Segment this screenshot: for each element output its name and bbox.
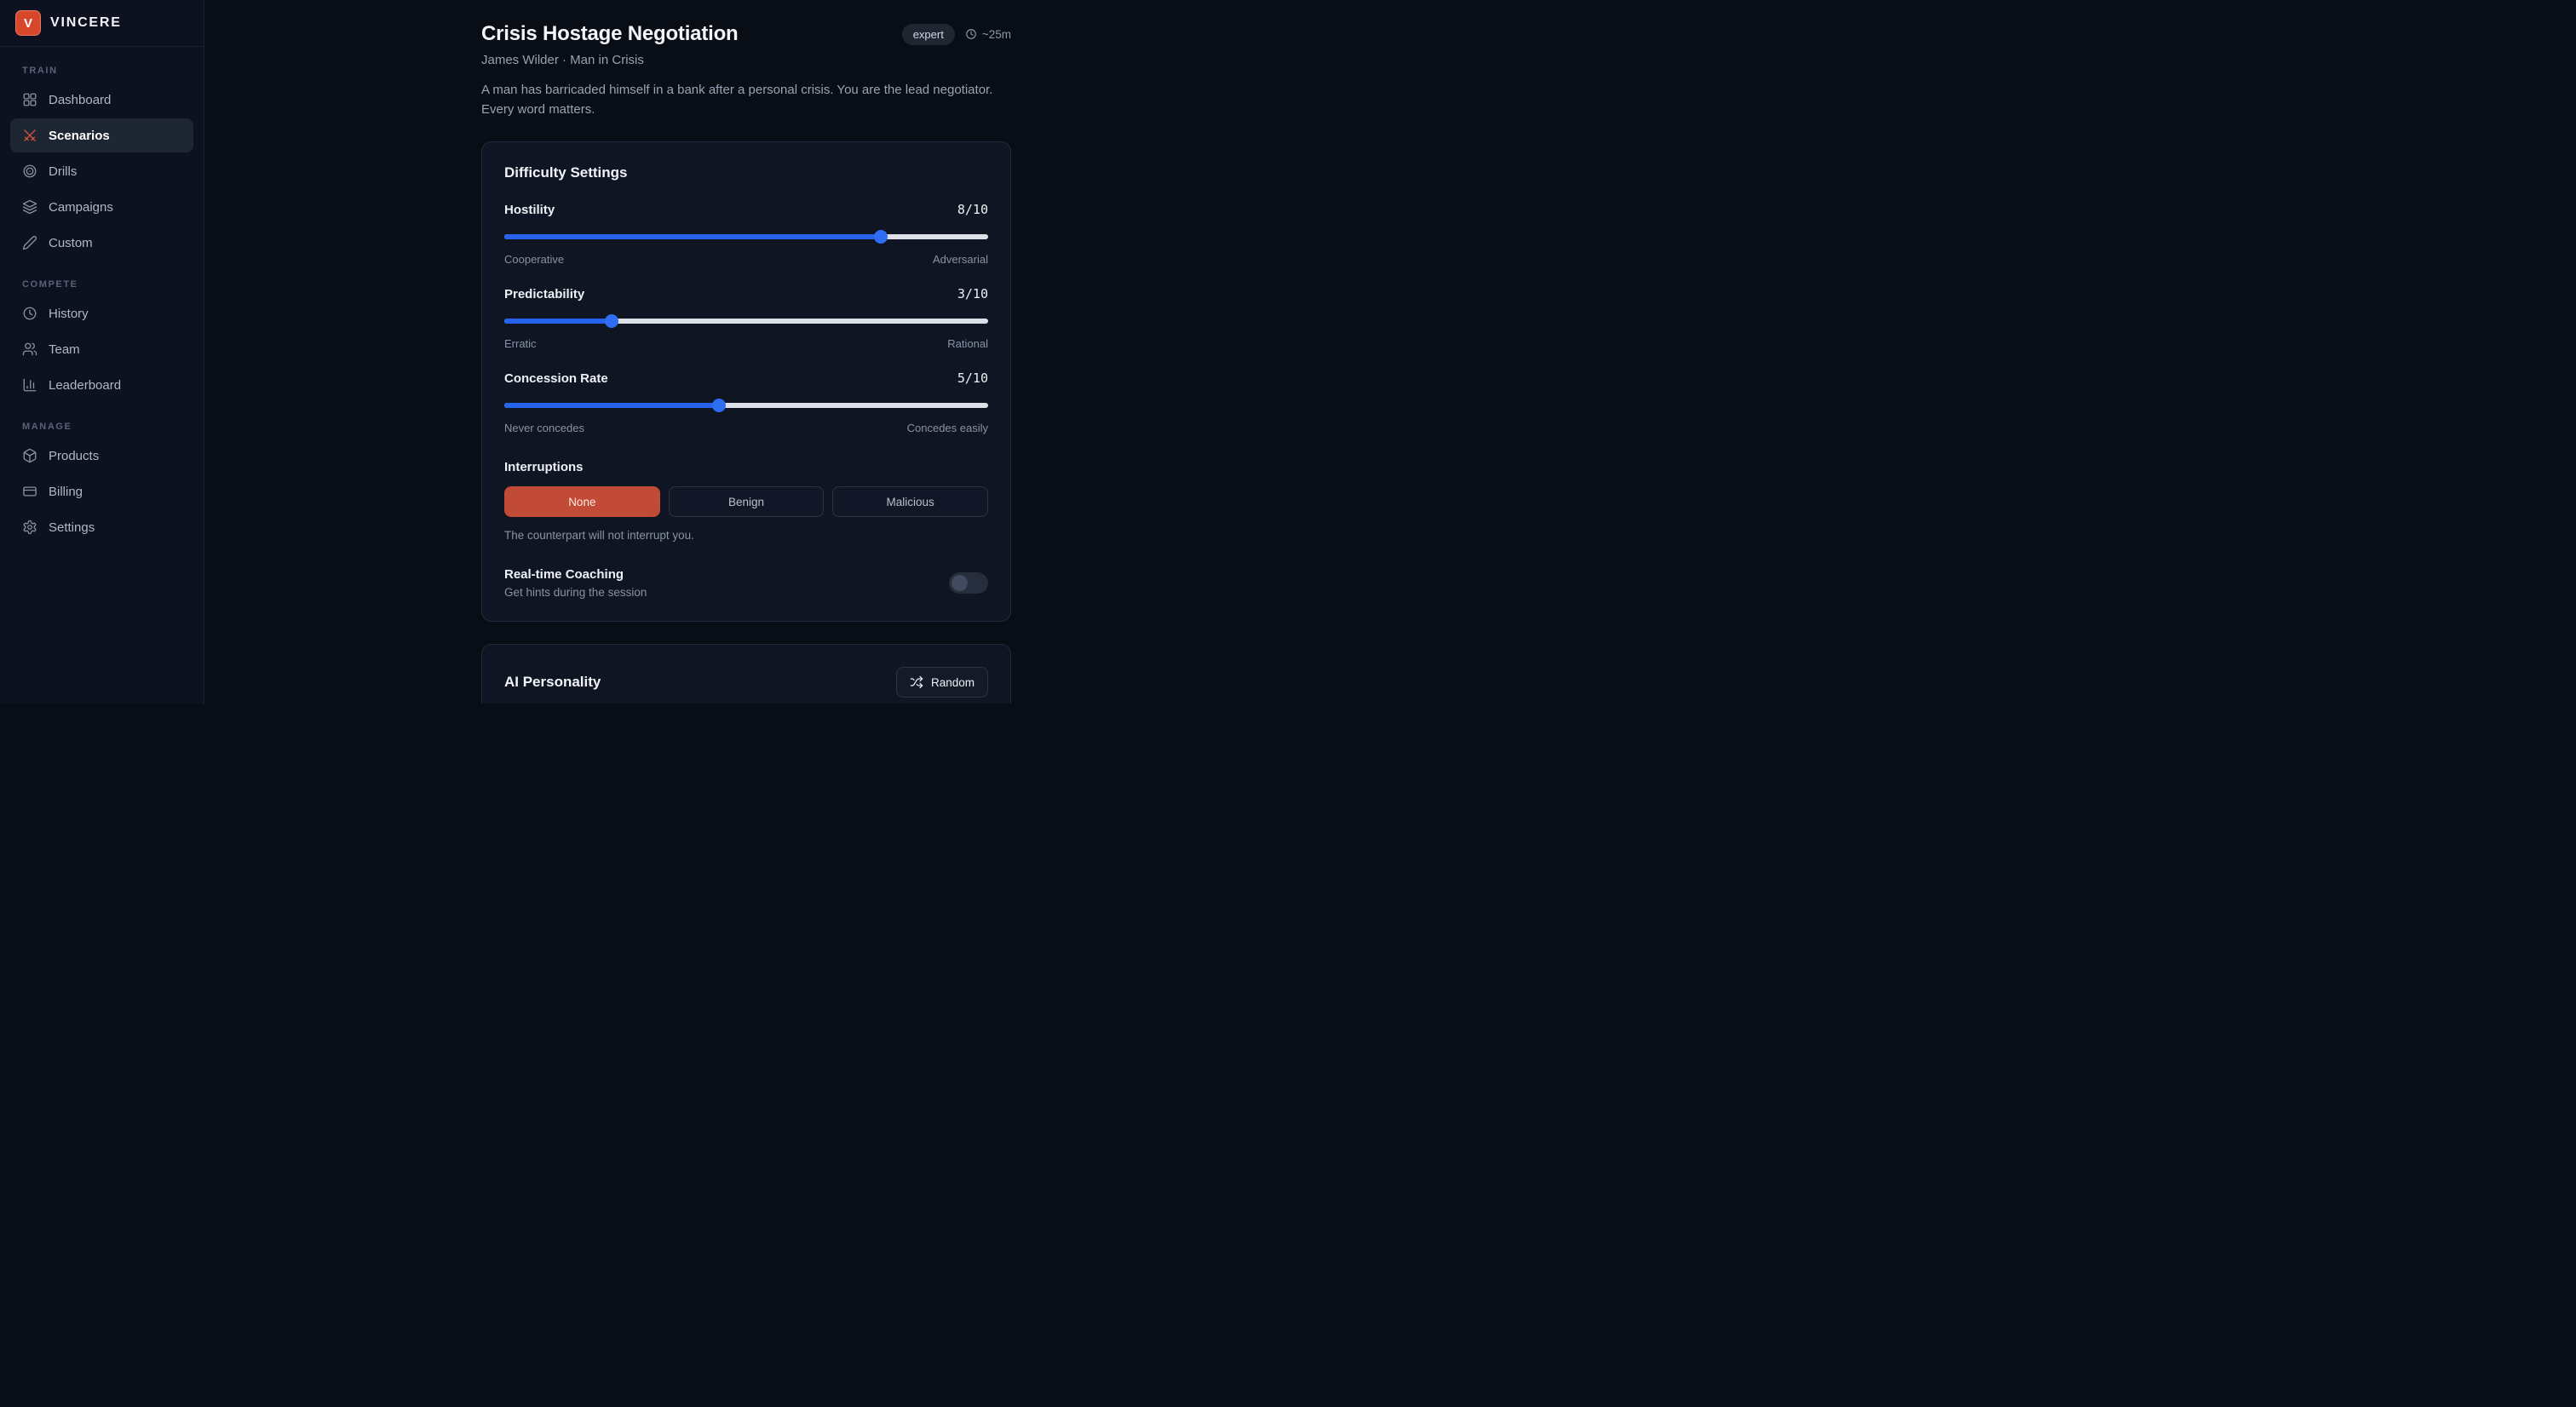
sidebar-item-label: Products	[49, 448, 100, 463]
coaching-sublabel: Get hints during the session	[504, 586, 647, 599]
concession-rate-slider-block: Concession Rate 5/10 Never concedes Conc…	[504, 370, 988, 434]
interruptions-group: Interruptions None Benign Malicious The …	[504, 460, 989, 542]
page-title: Crisis Hostage Negotiation	[481, 22, 739, 45]
main-area: Crisis Hostage Negotiation expert ~25m J…	[204, 0, 1288, 704]
interruptions-option-benign[interactable]: Benign	[668, 486, 825, 517]
sidebar-item-dashboard[interactable]: Dashboard	[10, 83, 193, 117]
interruptions-label: Interruptions	[504, 460, 584, 474]
slider-label: Concession Rate	[504, 371, 608, 386]
coaching-toggle[interactable]	[949, 572, 988, 594]
slider-track	[504, 319, 988, 324]
hostility-slider-block: Hostility 8/10 Cooperative Adversarial	[504, 202, 988, 266]
sidebar-item-label: Scenarios	[49, 128, 110, 143]
slider-label: Hostility	[504, 203, 555, 217]
sidebar-item-label: Drills	[49, 164, 78, 179]
gear-icon	[22, 520, 37, 535]
sidebar-item-label: History	[49, 306, 89, 321]
difficulty-badge: expert	[901, 23, 955, 45]
credit-card-icon	[22, 484, 37, 499]
target-icon	[22, 164, 37, 179]
sidebar-section-manage: MANAGE	[22, 422, 72, 432]
scenario-description: A man has barricaded himself in a bank a…	[481, 83, 993, 117]
duration: ~25m	[965, 28, 1011, 41]
layers-icon	[22, 199, 37, 215]
clock-icon	[965, 28, 977, 40]
sidebar-item-team[interactable]: Team	[10, 332, 193, 366]
sidebar-item-scenarios[interactable]: Scenarios	[10, 118, 193, 152]
sidebar-item-label: Dashboard	[49, 92, 112, 107]
slider-max-label: Concedes easily	[906, 422, 988, 434]
sidebar-item-products[interactable]: Products	[10, 439, 193, 473]
slider-min-label: Erratic	[504, 337, 537, 350]
sidebar-item-label: Billing	[49, 484, 83, 499]
coaching-label: Real-time Coaching	[504, 567, 624, 582]
sidebar-item-label: Settings	[49, 520, 95, 535]
slider-thumb[interactable]	[873, 230, 888, 244]
random-button-label: Random	[930, 675, 975, 689]
slider-label: Predictability	[504, 287, 585, 302]
slider-fill	[504, 234, 881, 239]
slider-fill	[504, 403, 720, 408]
interruptions-helper-text: The counterpart will not interrupt you.	[504, 529, 694, 542]
slider-thumb[interactable]	[605, 314, 619, 328]
duration-text: ~25m	[981, 27, 1011, 41]
predictability-slider-block: Predictability 3/10 Erratic Rational	[504, 286, 988, 350]
bar-chart-icon	[22, 377, 37, 393]
sidebar-item-billing[interactable]: Billing	[10, 474, 193, 508]
sidebar: V VINCERE TRAIN Dashboard Scenarios Dril…	[0, 0, 204, 704]
sidebar-item-drills[interactable]: Drills	[10, 154, 193, 188]
predictability-slider[interactable]	[504, 314, 988, 328]
vincere-logo: V	[15, 10, 41, 36]
dashboard-grid-icon	[22, 92, 37, 107]
slider-thumb[interactable]	[712, 399, 727, 412]
pen-icon	[22, 235, 37, 250]
concession-rate-slider[interactable]	[504, 399, 988, 412]
box-icon	[22, 448, 37, 463]
slider-max-label: Rational	[947, 337, 988, 350]
sidebar-item-label: Custom	[49, 235, 93, 250]
toggle-knob	[952, 575, 968, 591]
ai-personality-card: AI Personality Random Choose a personali…	[481, 644, 1011, 704]
crossed-swords-icon	[22, 128, 37, 143]
brand-header: V VINCERE	[0, 0, 204, 47]
card-title: AI Personality	[504, 674, 601, 690]
coaching-row: Real-time Coaching Get hints during the …	[504, 567, 988, 599]
interruptions-option-malicious[interactable]: Malicious	[832, 486, 989, 517]
sidebar-item-leaderboard[interactable]: Leaderboard	[10, 368, 193, 402]
sidebar-section-train: TRAIN	[22, 66, 58, 76]
slider-max-label: Adversarial	[932, 253, 988, 266]
slider-fill	[504, 319, 612, 324]
slider-value: 8/10	[957, 202, 988, 217]
sidebar-item-custom[interactable]: Custom	[10, 226, 193, 260]
slider-min-label: Never concedes	[504, 422, 584, 434]
sidebar-item-label: Leaderboard	[49, 377, 122, 393]
sidebar-item-settings[interactable]: Settings	[10, 510, 193, 544]
card-title: Difficulty Settings	[504, 164, 628, 181]
brand-name: VINCERE	[50, 15, 122, 30]
clock-icon	[22, 306, 37, 321]
slider-min-label: Cooperative	[504, 253, 565, 266]
sidebar-item-label: Team	[49, 342, 80, 357]
sidebar-item-history[interactable]: History	[10, 296, 193, 330]
slider-value: 3/10	[957, 286, 988, 302]
slider-track	[504, 403, 988, 408]
interruptions-option-none[interactable]: None	[504, 486, 660, 517]
random-button[interactable]: Random	[895, 667, 988, 698]
slider-value: 5/10	[957, 370, 988, 386]
users-icon	[22, 342, 37, 357]
sidebar-item-campaigns[interactable]: Campaigns	[10, 190, 193, 224]
difficulty-settings-card: Difficulty Settings Hostility 8/10 Coope…	[481, 141, 1011, 622]
app-window: V VINCERE TRAIN Dashboard Scenarios Dril…	[0, 0, 1288, 704]
scenario-subtitle: James Wilder · Man in Crisis	[481, 53, 644, 67]
sidebar-section-compete: COMPETE	[22, 279, 78, 290]
hostility-slider[interactable]	[504, 230, 988, 244]
sidebar-item-label: Campaigns	[49, 199, 113, 215]
shuffle-icon	[910, 675, 923, 689]
